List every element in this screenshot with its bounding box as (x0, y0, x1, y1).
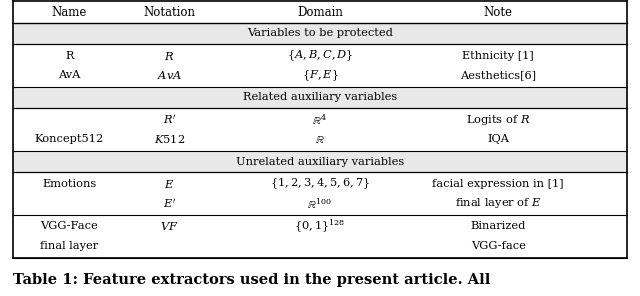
Text: Aesthetics[6]: Aesthetics[6] (460, 70, 536, 80)
Text: $E'$: $E'$ (163, 197, 176, 210)
Text: facial expression in [1]: facial expression in [1] (433, 179, 564, 189)
Text: Domain: Domain (297, 6, 343, 19)
Text: $VF$: $VF$ (160, 220, 179, 232)
Bar (13, 87, 627, 108)
Text: Binarized: Binarized (470, 221, 526, 231)
Text: Koncept512: Koncept512 (35, 134, 104, 144)
Text: Unrelated auxiliary variables: Unrelated auxiliary variables (236, 157, 404, 167)
Text: VGG-face: VGG-face (471, 241, 525, 251)
Text: IQA: IQA (487, 134, 509, 144)
Text: final layer: final layer (40, 241, 99, 251)
Text: Variables to be protected: Variables to be protected (247, 28, 393, 38)
Text: Logits of $R$: Logits of $R$ (466, 113, 531, 127)
Bar (13, 151, 627, 172)
Text: $\{0, 1\}^{128}$: $\{0, 1\}^{128}$ (294, 218, 346, 235)
Text: $R'$: $R'$ (163, 113, 176, 126)
Text: Notation: Notation (143, 6, 195, 19)
Text: $\mathbb{R}$: $\mathbb{R}$ (315, 134, 325, 145)
Text: Note: Note (484, 6, 513, 19)
Text: Table 1: Feature extractors used in the present article. All: Table 1: Feature extractors used in the … (13, 273, 490, 287)
Text: $\{A, B, C, D\}$: $\{A, B, C, D\}$ (287, 48, 353, 63)
Text: Name: Name (52, 6, 87, 19)
Text: $\mathbb{R}^4$: $\mathbb{R}^4$ (312, 112, 328, 127)
Text: R: R (65, 51, 74, 61)
Text: $\{F, E\}$: $\{F, E\}$ (301, 68, 339, 83)
Text: Related auxiliary variables: Related auxiliary variables (243, 92, 397, 102)
Text: $\{1, 2, 3, 4, 5, 6, 7\}$: $\{1, 2, 3, 4, 5, 6, 7\}$ (270, 176, 370, 191)
Text: VGG-Face: VGG-Face (40, 221, 98, 231)
Text: Ethnicity [1]: Ethnicity [1] (462, 51, 534, 61)
Text: AvA: AvA (58, 70, 81, 80)
Text: $\mathbb{R}^{100}$: $\mathbb{R}^{100}$ (307, 196, 333, 211)
Bar (13, 23, 627, 44)
Text: $R$: $R$ (164, 50, 175, 62)
Text: Emotions: Emotions (42, 179, 97, 189)
Text: $AvA$: $AvA$ (157, 69, 182, 81)
Text: $E$: $E$ (164, 178, 175, 190)
Text: final layer of $E$: final layer of $E$ (455, 196, 541, 210)
Text: $K512$: $K512$ (154, 133, 185, 145)
